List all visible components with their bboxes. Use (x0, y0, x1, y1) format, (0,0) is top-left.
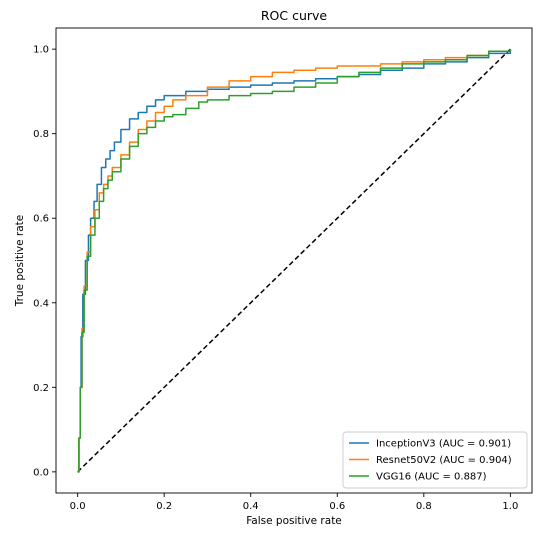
legend: InceptionV3 (AUC = 0.901) Resnet50V2 (AUC… (342, 431, 528, 489)
x-tick-label: 0.2 (156, 501, 172, 512)
y-tick-label: 0.8 (33, 129, 49, 140)
x-axis-label: False positive rate (246, 515, 342, 527)
series-line-inceptionv3 (77, 49, 512, 473)
legend-entry-label: VGG16 (AUC = 0.887) (376, 472, 487, 483)
legend-entry-label: InceptionV3 (AUC = 0.901) (376, 439, 511, 450)
y-tick-label: 0.6 (33, 214, 49, 225)
y-tick-label: 0.4 (33, 298, 49, 309)
x-tick-label: 0.4 (243, 501, 259, 512)
x-tick-label: 1.0 (502, 501, 518, 512)
x-tick-label: 0.0 (70, 501, 86, 512)
x-tick-label: 0.6 (329, 501, 345, 512)
lines-group (77, 48, 512, 473)
chance-diagonal-line (77, 48, 511, 473)
chart-title: ROC curve (261, 8, 328, 23)
y-tick-label: 1.0 (33, 45, 49, 56)
plot-frame (55, 27, 533, 494)
legend-entry-label: Resnet50V2 (AUC = 0.904) (376, 455, 512, 466)
ticks-group: 0.0 0.2 0.4 0.6 0.8 1.0 0.0 0.2 0.4 0.6 0.8 1.0 (33, 45, 518, 512)
x-tick-label: 0.8 (416, 501, 432, 512)
y-tick-label: 0.2 (33, 383, 49, 394)
y-axis-label: True positive rate (14, 215, 26, 308)
series-line-vgg16 (77, 49, 512, 473)
legend-box (342, 431, 528, 489)
y-tick-label: 0.0 (33, 467, 49, 478)
